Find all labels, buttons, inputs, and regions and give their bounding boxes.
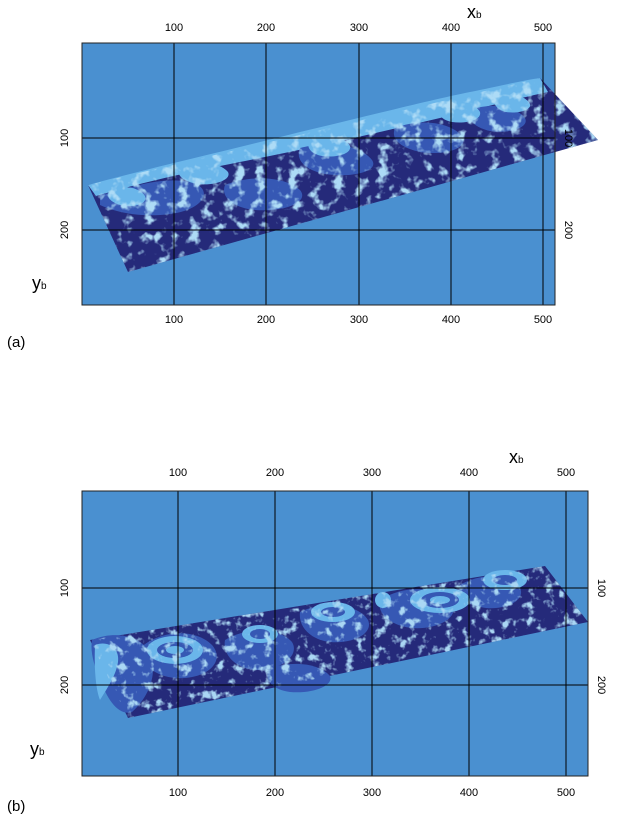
panel-a-y-axis-title-sub: b	[41, 281, 47, 292]
panel-a-bottom-tick-400: 400	[442, 314, 460, 326]
panel-b-bottom-tick-200: 200	[266, 787, 284, 799]
panel-a-left-tick-100: 100	[59, 129, 71, 147]
panel-b-x-axis-title-main: x	[509, 447, 518, 467]
panel-b-bottom-tick-400: 400	[460, 787, 478, 799]
panel-b-right-tick-100: 100	[595, 579, 607, 597]
panel-a-top-tick-400: 400	[442, 22, 460, 34]
panel-a-x-axis-title-main: x	[467, 2, 476, 22]
panel-b-right-tick-200: 200	[595, 676, 607, 694]
panel-b-x-axis-title: xb	[509, 447, 524, 467]
panel-a-x-axis-title-sub: b	[476, 10, 482, 21]
panel-b-top-tick-200: 200	[266, 467, 284, 479]
panel-a-label: (a)	[7, 334, 25, 351]
panel-b-surface-texture	[90, 566, 588, 718]
panel-b-y-axis-title-sub: b	[39, 747, 45, 758]
panel-b-gridlines	[82, 491, 588, 776]
panel-a-bottom-tick-300: 300	[350, 314, 368, 326]
panel-b-left-tick-100: 100	[59, 579, 71, 597]
panel-a-y-axis-title-main: y	[32, 273, 41, 293]
panel-b-top-tick-400: 400	[460, 467, 478, 479]
panel-a: 100 200 300 400 500 100 200 300 400 500 …	[7, 2, 598, 351]
panel-b-x-axis-title-sub: b	[518, 455, 524, 466]
panel-a-top-tick-200: 200	[257, 22, 275, 34]
panel-b-left-tick-200: 200	[59, 676, 71, 694]
panel-a-left-tick-200: 200	[59, 221, 71, 239]
panel-a-bottom-tick-200: 200	[257, 314, 275, 326]
panel-a-right-tick-100: 100	[562, 129, 574, 147]
panel-b-frame	[81, 490, 589, 777]
panel-a-top-tick-300: 300	[350, 22, 368, 34]
panel-b-bottom-tick-500: 500	[557, 787, 575, 799]
panel-a-top-tick-100: 100	[165, 22, 183, 34]
panel-a-top-tick-500: 500	[534, 22, 552, 34]
panel-b-y-axis-title-main: y	[30, 739, 39, 759]
panel-a-y-axis-title: yb	[32, 273, 47, 293]
panel-a-gridlines	[82, 43, 555, 305]
panel-b-top-tick-100: 100	[169, 467, 187, 479]
panel-a-x-axis-title: xb	[467, 2, 482, 22]
panel-b-label: (b)	[7, 798, 25, 815]
panel-b-bottom-tick-300: 300	[363, 787, 381, 799]
panel-b-top-tick-300: 300	[363, 467, 381, 479]
panel-b-top-tick-500: 500	[557, 467, 575, 479]
panel-b-bottom-tick-100: 100	[169, 787, 187, 799]
panel-b: 100 200 300 400 500 100 200 300 400 500 …	[7, 447, 607, 815]
panel-a-right-tick-200: 200	[562, 221, 574, 239]
panel-a-bottom-tick-500: 500	[534, 314, 552, 326]
panel-a-frame	[81, 42, 556, 306]
panel-b-y-axis-title: yb	[30, 739, 45, 759]
panel-a-bottom-tick-100: 100	[165, 314, 183, 326]
